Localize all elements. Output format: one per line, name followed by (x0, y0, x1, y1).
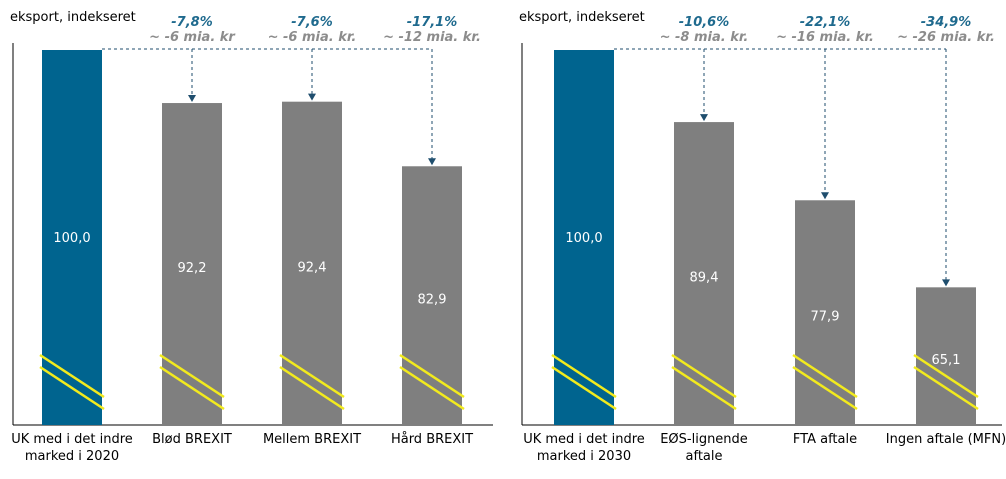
x-tick-label: marked i 2020 (25, 449, 119, 464)
data-label: 82,9 (418, 293, 447, 308)
change-percent-label: -7,8% (171, 15, 212, 30)
change-amount-label: ~ -8 mia. kr. (660, 30, 749, 45)
axis-break-line (39, 365, 105, 411)
x-tick-label: aftale (686, 449, 723, 464)
axis-break-line (279, 353, 345, 399)
axis-break-line (671, 365, 737, 411)
x-tick-label: Mellem BREXIT (263, 432, 361, 447)
change-arrowhead (942, 279, 950, 287)
axis-break-line (792, 353, 858, 399)
y-axis-label: eksport, indekseret (10, 10, 136, 25)
change-amount-label: ~ -12 mia. kr. (383, 30, 481, 45)
axis-break-line (671, 353, 737, 399)
axis-break-line (551, 365, 617, 411)
x-tick-label: FTA aftale (793, 432, 857, 447)
x-tick-label: marked i 2030 (537, 449, 631, 464)
x-tick-label: Blød BREXIT (152, 432, 232, 447)
axis-break-line (551, 353, 617, 399)
bar (402, 166, 462, 425)
change-arrowhead (821, 192, 829, 200)
axis-break-line (279, 365, 345, 411)
axis-break-line (399, 353, 465, 399)
x-tick-label: UK med i det indre (523, 432, 645, 447)
axis-break-line (913, 365, 979, 411)
bar (162, 103, 222, 425)
change-percent-label: -10,6% (679, 15, 730, 30)
data-label: 100,0 (565, 231, 602, 246)
change-amount-label: ~ -6 mia. kr. (268, 30, 357, 45)
change-amount-label: ~ -16 mia. kr. (776, 30, 874, 45)
axis-break-line (792, 365, 858, 411)
bar (282, 101, 342, 426)
axis-break-line (159, 365, 225, 411)
x-tick-label: Ingen aftale (MFN) (886, 432, 1006, 447)
axis-break-line (159, 353, 225, 399)
data-label: 65,1 (932, 353, 961, 368)
data-label: 92,4 (298, 260, 327, 275)
change-percent-label: -7,6% (291, 15, 332, 30)
y-axis-label: eksport, indekseret (519, 10, 645, 25)
axis-break-line (913, 353, 979, 399)
change-percent-label: -22,1% (800, 15, 851, 30)
change-arrowhead (308, 93, 316, 101)
axis-break-line (399, 365, 465, 411)
change-percent-label: -17,1% (407, 15, 458, 30)
change-arrowhead (700, 114, 708, 122)
data-label: 100,0 (53, 231, 90, 246)
axis-break-line (39, 353, 105, 399)
x-tick-label: EØS-lignende (660, 432, 748, 447)
data-label: 89,4 (690, 271, 719, 286)
change-amount-label: ~ -26 mia. kr. (897, 30, 995, 45)
change-arrowhead (188, 95, 196, 103)
change-percent-label: -34,9% (921, 15, 972, 30)
change-amount-label: ~ -6 mia. kr (149, 30, 236, 45)
x-tick-label: UK med i det indre (11, 432, 133, 447)
data-label: 92,2 (178, 261, 207, 276)
x-tick-label: Hård BREXIT (391, 432, 473, 447)
change-arrowhead (428, 158, 436, 166)
data-label: 77,9 (811, 310, 840, 325)
